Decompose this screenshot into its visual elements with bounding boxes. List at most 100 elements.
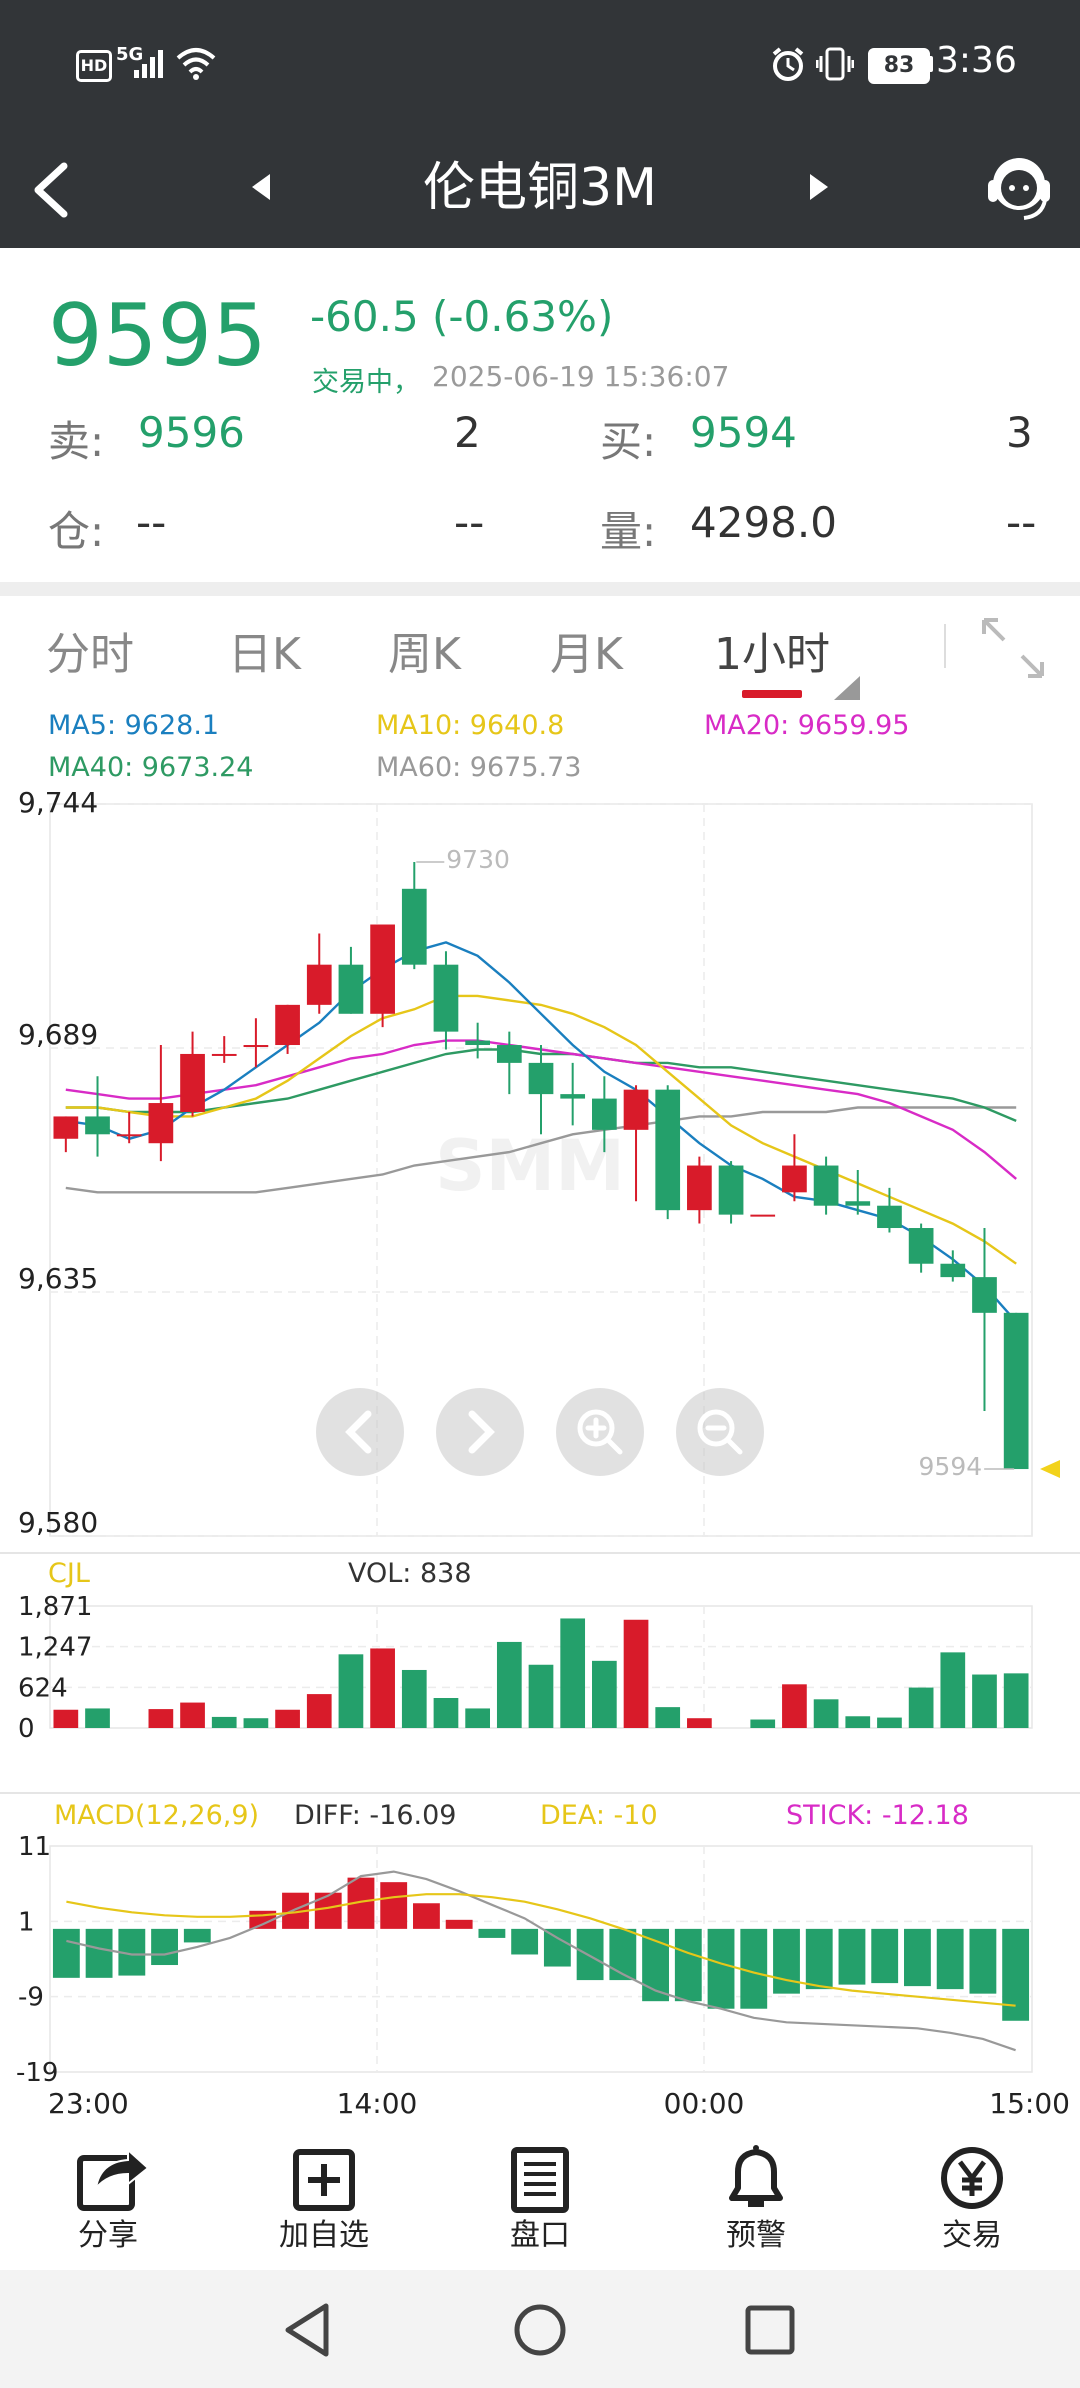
candle-body	[465, 1040, 490, 1046]
alert-label[interactable]: 预警	[726, 2218, 786, 2253]
tab-monthly[interactable]: 月K	[550, 629, 623, 680]
candle-body	[623, 1089, 649, 1130]
volume-bar	[306, 1694, 332, 1728]
price-change: -60.5	[310, 292, 419, 341]
trade-button[interactable]	[864, 2138, 1080, 2214]
candle-body	[655, 1089, 681, 1211]
volume-bar	[496, 1641, 522, 1728]
chart-zoom-in-button[interactable]	[556, 1388, 644, 1476]
ma5-label: MA5: 9628.1	[48, 710, 220, 741]
macd-stick-bar	[151, 1928, 178, 1966]
chart-prev-button[interactable]	[316, 1388, 404, 1476]
back-icon[interactable]	[28, 162, 72, 218]
macd-frame	[49, 1845, 1033, 2073]
volume-bar	[243, 1718, 269, 1728]
high-annotation: 9730	[446, 845, 510, 874]
candle-body	[1003, 1312, 1029, 1470]
buy-price: 9594	[690, 408, 797, 457]
system-home-icon[interactable]	[512, 2300, 568, 2360]
candlestick-chart[interactable]: 9,744 9,689 9,635 9,580 SMM 9730 9594	[0, 780, 1080, 1550]
orderbook-button[interactable]	[432, 2138, 648, 2214]
macd-stick-bar	[936, 1928, 964, 1990]
share-label[interactable]: 分享	[78, 2218, 138, 2253]
volume-chart[interactable]: 1,871 1,247 624 0	[0, 1590, 1080, 1740]
volume-value: 4298.0	[690, 498, 837, 547]
macd-dea-line	[66, 1893, 1016, 2007]
chart-zoom-out-button[interactable]	[676, 1388, 764, 1476]
candle-body	[560, 1094, 586, 1099]
candle-body	[85, 1116, 110, 1135]
prev-contract-icon[interactable]	[250, 172, 272, 202]
buy-label: 买:	[600, 417, 657, 466]
add-watchlist-button[interactable]	[216, 2138, 432, 2214]
chevron-left-icon	[345, 1410, 372, 1454]
share-button[interactable]	[0, 2138, 216, 2214]
tab-1hour[interactable]: 1小时	[714, 629, 830, 680]
macd-stick-bar	[609, 1928, 637, 1981]
volume-bar	[211, 1716, 237, 1728]
volume-bar	[180, 1702, 205, 1728]
chart-next-button[interactable]	[436, 1388, 524, 1476]
nav-bar: 伦电铜3M	[0, 128, 1080, 248]
open-interest-change: --	[454, 498, 485, 547]
status-bar: HD 5G 83 3:36	[0, 0, 1080, 128]
next-contract-icon[interactable]	[808, 172, 830, 202]
macd-stick-bar	[773, 1928, 800, 1994]
list-document-icon	[511, 2147, 569, 2213]
x-tick-label: 15:00	[989, 2087, 1070, 2120]
candle-body	[370, 924, 395, 1014]
volume-bar	[53, 1709, 79, 1728]
volume-y-tick-label: 624	[18, 1673, 68, 1703]
alert-button[interactable]	[648, 2138, 864, 2214]
tab-separator	[944, 624, 946, 668]
system-recents-icon[interactable]	[742, 2300, 798, 2360]
macd-stick-bar	[576, 1928, 604, 1981]
panel-divider	[0, 1552, 1080, 1554]
macd-stick-bar	[445, 1919, 473, 1929]
candle-body	[845, 1201, 871, 1206]
yen-coin-icon	[941, 2147, 1003, 2209]
macd-stick-bar	[707, 1928, 735, 2009]
volume-bar	[560, 1618, 586, 1728]
tab-weekly[interactable]: 周K	[388, 629, 461, 680]
y-tick-label: 9,635	[18, 1262, 98, 1295]
macd-y-tick-label: -9	[18, 1983, 44, 2013]
candle-body	[433, 964, 459, 1032]
zoom-in-icon	[577, 1409, 623, 1455]
volume-label: 量:	[600, 507, 657, 556]
volume-bar	[940, 1652, 966, 1728]
active-tab-indicator	[742, 690, 802, 698]
macd-dea-readout: DEA: -10	[540, 1800, 658, 1831]
fullscreen-icon[interactable]	[980, 616, 1046, 680]
macd-stick-bar	[674, 1928, 702, 2002]
candle-body	[116, 1134, 142, 1137]
macd-stick-bar	[52, 1928, 80, 1978]
y-tick-label: 9,689	[18, 1018, 98, 1051]
orderbook-label[interactable]: 盘口	[510, 2218, 570, 2253]
trade-label[interactable]: 交易	[942, 2218, 1002, 2253]
macd-stick-bar	[183, 1928, 211, 1943]
volume-panel-label: CJL	[48, 1558, 90, 1589]
volume-y-tick-label: 1,247	[18, 1633, 92, 1663]
candle-body	[908, 1228, 934, 1264]
sell-price: 9596	[138, 408, 245, 457]
customer-service-icon[interactable]	[984, 148, 1054, 228]
candle-body	[306, 964, 332, 1005]
volume-bar	[750, 1719, 776, 1728]
period-dropdown-icon[interactable]	[834, 676, 860, 700]
macd-stick-bar	[314, 1892, 342, 1929]
volume-bar	[845, 1716, 871, 1728]
alarm-icon	[772, 47, 804, 81]
add-watchlist-label[interactable]: 加自选	[279, 2218, 369, 2253]
macd-stick-bar	[969, 1928, 997, 1994]
buy-qty: 3	[1006, 408, 1033, 457]
tab-daily[interactable]: 日K	[228, 629, 301, 680]
volume-bar	[592, 1660, 617, 1728]
battery-indicator: 83	[868, 48, 930, 84]
macd-stick-bar	[380, 1882, 408, 1929]
system-nav-bar	[0, 2270, 1080, 2388]
system-back-icon[interactable]	[280, 2300, 334, 2360]
x-tick-label: 14:00	[337, 2087, 418, 2120]
tab-intraday[interactable]: 分时	[46, 629, 134, 680]
